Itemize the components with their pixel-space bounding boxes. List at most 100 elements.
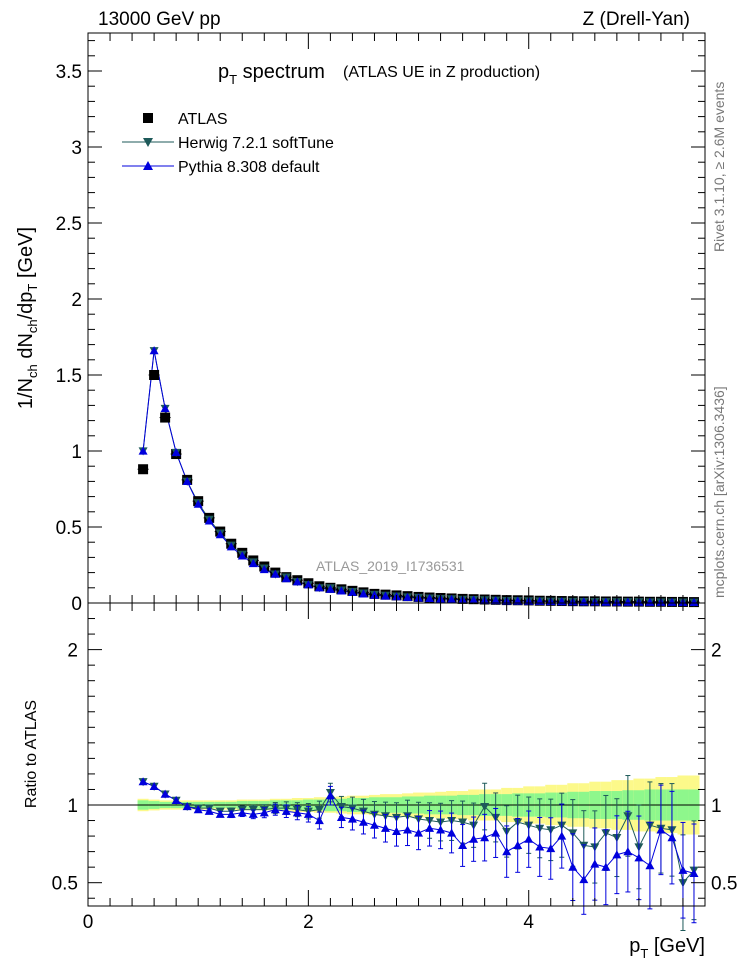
ratio-point-pythia	[535, 842, 545, 851]
ratio-point-pythia	[557, 831, 567, 840]
rivet-label: Rivet 3.1.10, ≥ 2.6M events	[711, 82, 727, 252]
ratio-point-pythia	[634, 853, 644, 862]
ratio-point-pythia	[138, 777, 148, 786]
main-y-ticks: 0 0.5 1 1.5 2 2.5 3 3.5	[56, 40, 705, 615]
main-y-tick-label: 3	[71, 138, 82, 159]
main-point-pythia	[314, 583, 324, 592]
main-point-pythia	[667, 597, 677, 606]
ratio-y-tick-label-right: 0.5	[711, 874, 737, 895]
main-point-pythia	[270, 569, 280, 578]
main-y-tick-label: 2	[71, 290, 82, 311]
ratio-point-pythia	[590, 859, 600, 868]
ratio-point-pythia	[436, 825, 446, 834]
ratio-point-pythia	[392, 826, 401, 836]
ratio-point-pythia	[458, 840, 468, 849]
title-p: p	[218, 61, 229, 83]
main-point-pythia	[623, 597, 633, 606]
ratio-point-pythia	[612, 850, 622, 859]
main-point-pythia	[149, 346, 159, 355]
main-point-pythia	[204, 516, 214, 525]
main-point-pythia	[182, 476, 192, 485]
legend-label: Herwig 7.2.1 softTune	[178, 135, 334, 152]
chart-subtitle: (ATLAS UE in Z production)	[343, 64, 540, 81]
ratio-y-tick-label: 0.5	[52, 874, 78, 895]
ratio-point-pythia	[281, 806, 291, 815]
legend: ATLAS Herwig 7.2.1 softTune Pythia 8.308 d…	[122, 111, 334, 176]
main-point-pythia	[226, 542, 236, 551]
x-tick-label: 0	[83, 912, 94, 933]
ratio-point-pythia	[259, 808, 269, 817]
header-energy-label: 13000 GeV pp	[98, 9, 221, 30]
ratio-point-pythia	[656, 825, 666, 834]
legend-marker	[143, 113, 153, 123]
mcplots-label: mcplots.cern.ch [arXiv:1306.3436]	[711, 386, 727, 598]
ratio-point-pythia	[667, 833, 677, 842]
ratio-point-pythia	[403, 825, 413, 834]
ratio-point-pythia	[347, 814, 357, 823]
main-point-pythia	[160, 403, 170, 413]
title-rest: spectrum	[237, 61, 325, 83]
ratio-point-pythia	[601, 862, 611, 871]
ratio-point-pythia	[193, 805, 203, 814]
ratio-panel: 0.5 0.5 1 1 2 2 0 2 4	[52, 602, 737, 933]
ratio-point-herwig	[314, 806, 324, 815]
ratio-point-pythia	[425, 823, 435, 832]
ratio-y-tick-label-right: 1	[711, 796, 722, 817]
ratio-point-pythia	[513, 840, 523, 849]
header-process-label: Z (Drell-Yan)	[583, 9, 690, 30]
ratio-y-tick-label-right: 2	[711, 641, 722, 662]
main-point-pythia	[579, 597, 589, 606]
ratio-point-pythia	[678, 865, 688, 874]
ratio-point-pythia	[524, 834, 534, 843]
main-point-pythia	[281, 574, 291, 583]
main-y-axis-label: 1/Nch dNch/dpT [GeV]	[15, 227, 40, 409]
ratio-point-pythia	[689, 868, 699, 877]
ratio-point-pythia	[336, 812, 346, 822]
ratio-point-herwig	[458, 818, 468, 827]
ratio-point-pythia	[414, 828, 424, 837]
ratio-point-pythia	[160, 789, 170, 798]
ratio-panel-frame	[87, 602, 706, 907]
ratio-point-pythia	[380, 823, 390, 832]
ratio-point-pythia	[215, 809, 225, 818]
main-point-pythia	[259, 565, 269, 574]
ratio-point-pythia	[623, 847, 633, 856]
main-x-ticks	[87, 33, 706, 603]
main-point-pythia	[292, 577, 302, 586]
main-y-tick-label: 3.5	[56, 62, 82, 83]
title-subscript: T	[229, 72, 237, 87]
main-point-pythia	[645, 597, 655, 606]
main-point-atlas	[149, 370, 160, 380]
ratio-point-pythia	[546, 844, 556, 853]
ratio-y-tick-label: 1	[67, 796, 78, 817]
ratio-y-axis-label: Ratio to ATLAS	[23, 700, 40, 808]
main-y-tick-label: 2.5	[56, 214, 82, 235]
main-point-pythia	[138, 446, 148, 455]
main-point-pythia	[601, 597, 611, 606]
x-axis-label: pT [GeV]	[629, 935, 705, 961]
main-point-pythia	[491, 596, 501, 605]
ratio-data-layer	[138, 775, 699, 932]
main-y-tick-label: 0.5	[56, 518, 82, 539]
main-point-pythia	[303, 580, 313, 589]
main-point-atlas	[160, 412, 171, 423]
ratio-y-tick-label: 2	[67, 641, 78, 662]
ratio-point-pythia	[237, 808, 247, 817]
ratio-point-pythia	[447, 828, 457, 837]
main-panel: 0 0.5 1 1.5 2 2.5 3 3.5	[56, 32, 706, 615]
ratio-point-pythia	[491, 828, 501, 837]
legend-marker	[143, 161, 153, 170]
main-point-pythia	[689, 597, 699, 606]
ratio-point-pythia	[502, 847, 512, 856]
ratio-x-ticks: 0 2 4	[83, 603, 706, 933]
ratio-point-pythia	[149, 781, 159, 790]
ratio-point-pythia	[645, 861, 655, 870]
main-point-pythia	[171, 448, 181, 457]
x-tick-label: 2	[303, 912, 314, 933]
ratio-point-pythia	[204, 806, 214, 815]
ratio-y-ticks: 0.5 0.5 1 1 2 2	[52, 618, 737, 899]
main-point-pythia	[469, 595, 479, 604]
ratio-point-herwig	[480, 802, 490, 812]
